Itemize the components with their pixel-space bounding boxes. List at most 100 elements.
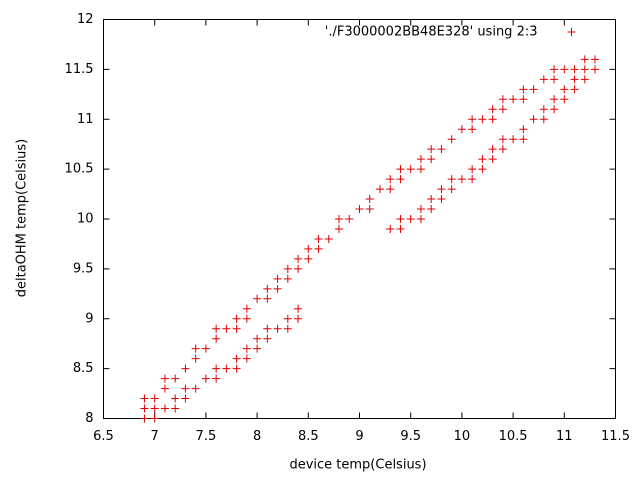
point xyxy=(212,324,221,333)
point-shape xyxy=(539,105,548,114)
point xyxy=(253,334,262,343)
point-shape xyxy=(294,254,303,263)
point-shape xyxy=(580,55,589,64)
point xyxy=(232,354,241,363)
point xyxy=(427,155,436,164)
point xyxy=(335,224,344,233)
point xyxy=(150,394,159,403)
point-shape xyxy=(232,324,241,333)
point-shape xyxy=(427,205,436,214)
point xyxy=(550,75,559,84)
point xyxy=(150,414,159,423)
point-shape xyxy=(386,185,395,194)
point xyxy=(304,244,313,253)
point xyxy=(468,165,477,174)
point-shape xyxy=(335,224,344,233)
point-shape xyxy=(365,195,374,204)
point xyxy=(488,155,497,164)
point xyxy=(580,55,589,64)
y-tick-label: 11 xyxy=(77,112,94,127)
point-shape xyxy=(345,215,354,223)
point-shape xyxy=(222,324,231,333)
point-shape xyxy=(171,404,180,413)
point-shape xyxy=(580,75,589,84)
point xyxy=(498,95,507,104)
point xyxy=(468,115,477,124)
point xyxy=(375,185,384,194)
point xyxy=(488,115,497,124)
point-shape xyxy=(498,95,507,104)
x-axis-title: device temp(Celsius) xyxy=(289,458,426,473)
point xyxy=(519,125,528,134)
point-shape xyxy=(150,394,159,403)
point-shape xyxy=(386,224,395,233)
point-shape xyxy=(253,334,262,343)
point-shape xyxy=(498,145,507,154)
point xyxy=(335,215,344,223)
x-tick-label: 6.5 xyxy=(93,429,114,444)
point-shape xyxy=(283,274,292,283)
point xyxy=(570,65,579,74)
point xyxy=(365,205,374,214)
point-shape xyxy=(396,215,405,223)
point-shape xyxy=(273,284,282,293)
point xyxy=(181,364,190,373)
point xyxy=(570,75,579,84)
point-shape xyxy=(222,364,231,373)
point-shape xyxy=(396,175,405,184)
point xyxy=(519,95,528,104)
point-shape xyxy=(263,284,272,293)
point-shape xyxy=(560,65,569,74)
y-tick-label: 9 xyxy=(85,311,93,326)
point-shape xyxy=(539,115,548,124)
point-shape xyxy=(478,165,487,174)
y-tick-label: 12 xyxy=(77,12,94,27)
point-shape xyxy=(447,185,456,194)
point-shape xyxy=(457,175,466,184)
point xyxy=(396,165,405,174)
point xyxy=(212,334,221,343)
y-tick-label: 8 xyxy=(85,411,93,426)
point-shape xyxy=(294,264,303,273)
point xyxy=(283,324,292,333)
point-shape xyxy=(150,414,159,423)
point-shape xyxy=(212,364,221,373)
point xyxy=(294,264,303,273)
point xyxy=(294,254,303,263)
point xyxy=(273,274,282,283)
point xyxy=(140,414,149,423)
point-shape xyxy=(294,314,303,323)
x-tick-label: 10.5 xyxy=(499,429,528,444)
y-axis-title: deltaOHM temp(Celsius) xyxy=(15,139,30,298)
point xyxy=(529,85,538,94)
point xyxy=(222,364,231,373)
point-shape xyxy=(181,364,190,373)
point-shape xyxy=(335,215,344,223)
point-shape xyxy=(181,384,190,393)
point xyxy=(529,115,538,124)
point-shape xyxy=(212,334,221,343)
y-tick-label: 11.5 xyxy=(65,62,94,77)
x-tick-label: 8 xyxy=(253,429,261,444)
point xyxy=(560,85,569,94)
point xyxy=(140,404,149,413)
y-tick-label: 9.5 xyxy=(73,261,94,276)
point-shape xyxy=(437,145,446,154)
point xyxy=(437,195,446,204)
point-shape xyxy=(283,264,292,273)
point xyxy=(365,195,374,204)
point-shape xyxy=(201,374,210,383)
point-shape xyxy=(498,105,507,114)
point-shape xyxy=(263,294,272,303)
point-shape xyxy=(560,95,569,104)
point xyxy=(232,364,241,373)
point xyxy=(355,205,364,214)
point xyxy=(519,85,528,94)
point xyxy=(457,175,466,184)
point-shape xyxy=(488,105,497,114)
point-shape xyxy=(478,115,487,124)
point-shape xyxy=(160,374,169,383)
point xyxy=(580,75,589,84)
point xyxy=(273,284,282,293)
point-shape xyxy=(529,85,538,94)
